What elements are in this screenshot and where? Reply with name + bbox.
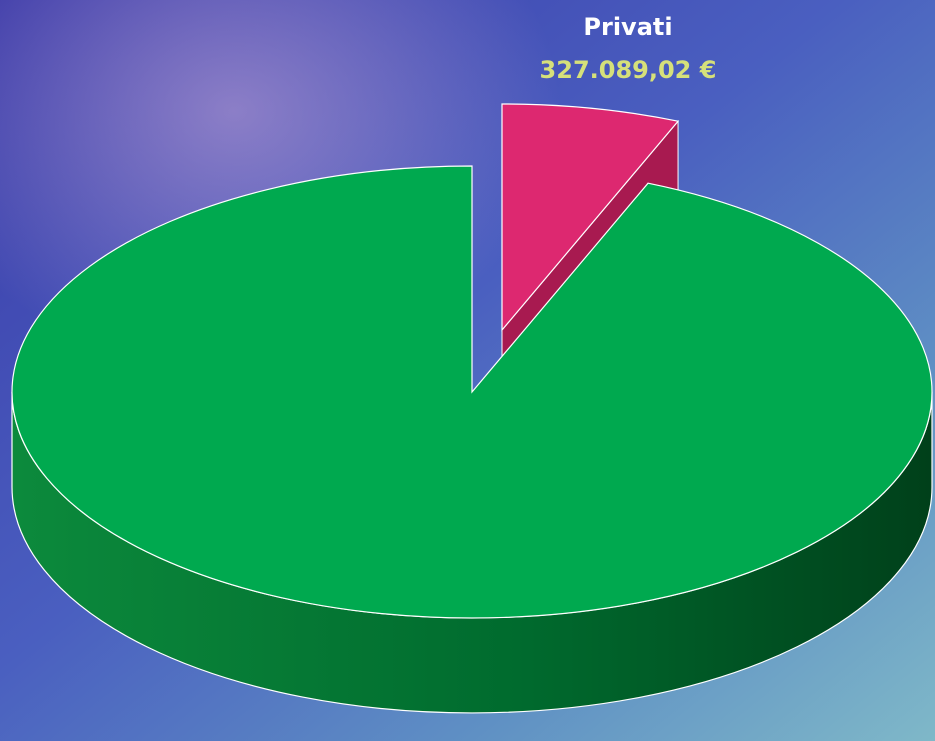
chart: Privati 327.089,02 € [0, 0, 935, 741]
pie-slice [12, 166, 932, 618]
slice-label: Privati [583, 13, 672, 41]
slice-value-label: 327.089,02 € [540, 56, 717, 84]
page: {"chart_data": {"type": "pie", "categori… [0, 0, 935, 741]
